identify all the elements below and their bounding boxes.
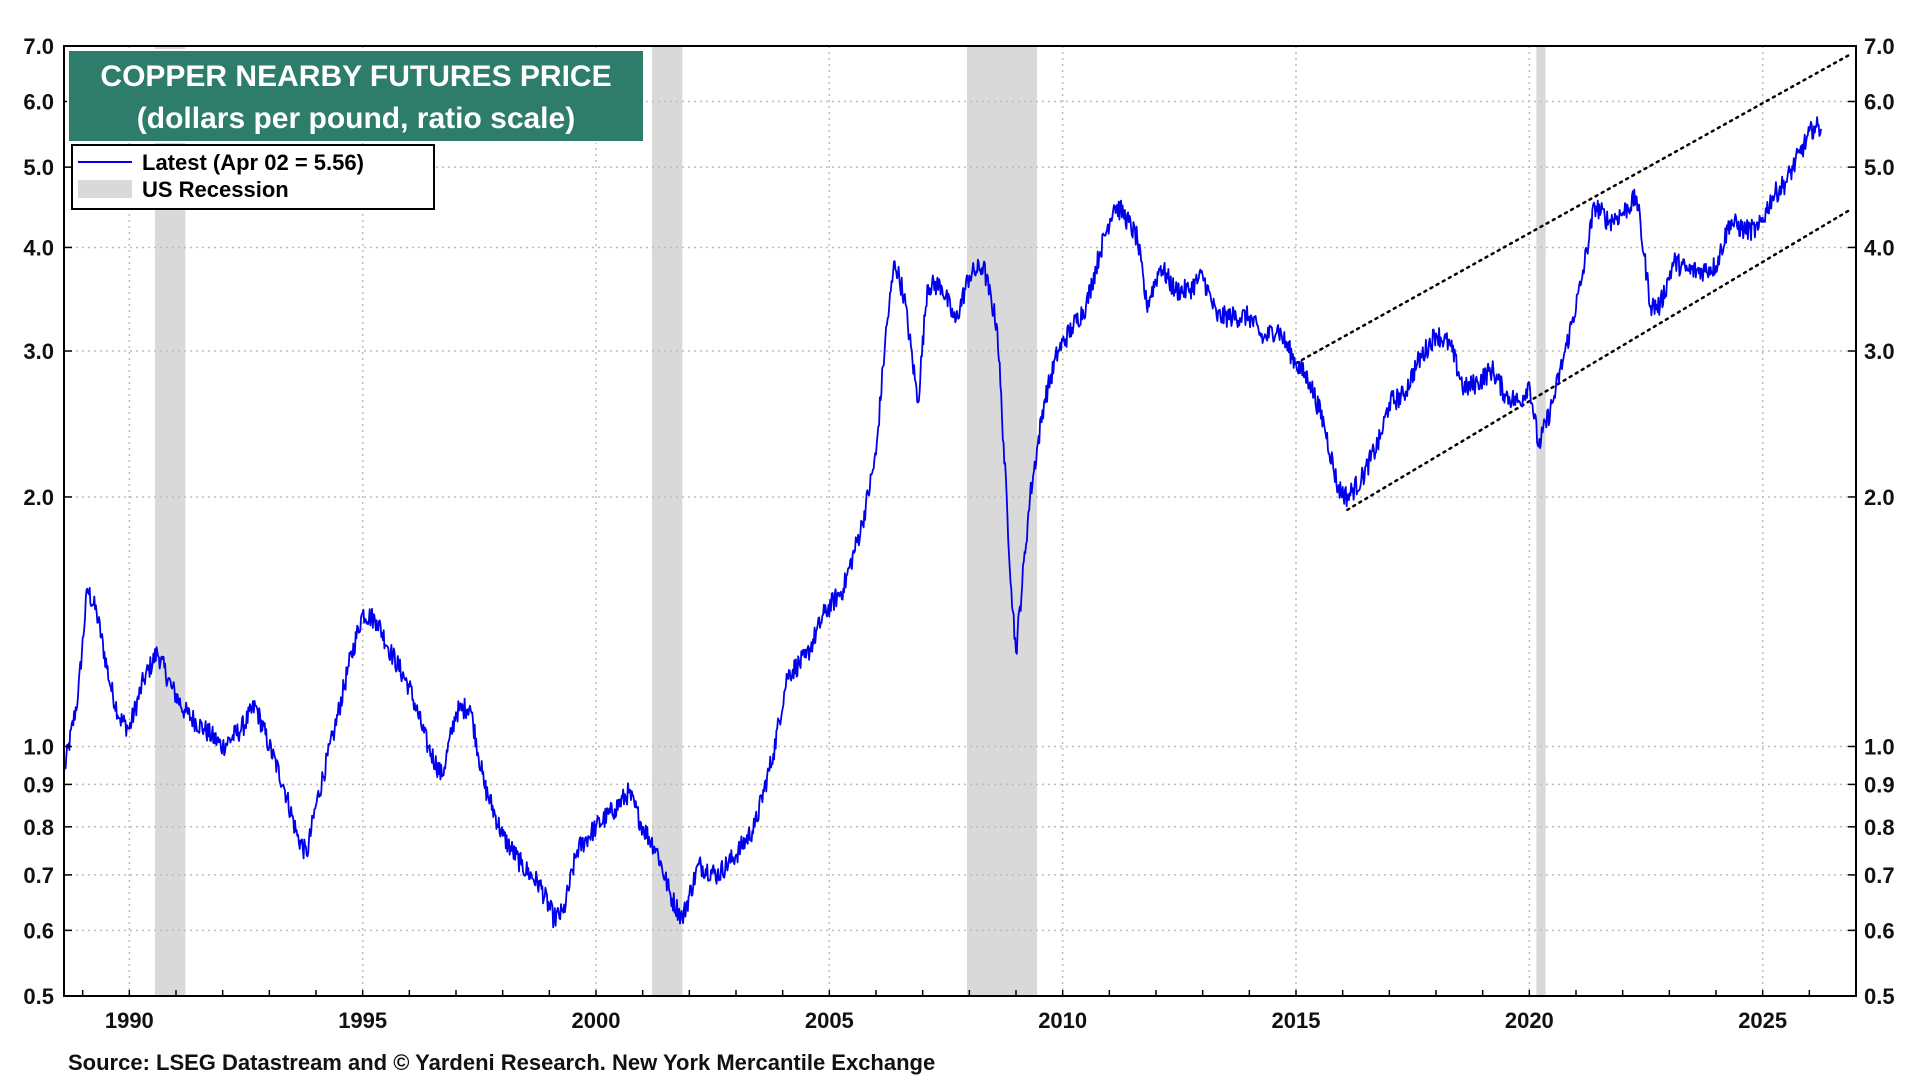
y-tick-label-right: 5.0 xyxy=(1864,155,1895,180)
y-axis-left: 0.5 0.6 0.7 0.8 0.9 1.0 2.0 3.0 4.0 5.0 6.0 7.0 xyxy=(23,34,72,1009)
x-tick-label: 2000 xyxy=(572,1008,621,1033)
x-tick-label: 2025 xyxy=(1738,1008,1787,1033)
legend-recession-label: US Recession xyxy=(142,177,289,202)
recession-band xyxy=(967,46,1037,996)
x-tick-label: 2010 xyxy=(1038,1008,1087,1033)
y-tick-label-left: 1.0 xyxy=(23,734,54,759)
chart-title: COPPER NEARBY FUTURES PRICE xyxy=(100,60,611,93)
recession-band xyxy=(1536,46,1546,996)
y-tick-label-left: 7.0 xyxy=(23,34,54,59)
x-tick-label: 1995 xyxy=(338,1008,387,1033)
y-tick-label-left: 0.5 xyxy=(23,984,54,1009)
x-axis: 1990 1995 2000 2005 2010 2015 2020 2025 xyxy=(81,990,1857,1033)
gridlines xyxy=(64,46,1856,996)
trend-line-upper xyxy=(1294,52,1853,365)
legend-recession-swatch xyxy=(78,180,132,198)
y-axis-right: 0.5 0.6 0.7 0.8 0.9 1.0 2.0 3.0 4.0 5.0 6.0 7.0 xyxy=(1848,34,1895,1009)
trend-channel xyxy=(1294,52,1853,512)
y-tick-label-left: 2.0 xyxy=(23,485,54,510)
y-tick-label-right: 2.0 xyxy=(1864,485,1895,510)
legend-latest-label: Latest (Apr 02 = 5.56) xyxy=(142,150,364,175)
y-tick-label-left: 0.9 xyxy=(23,772,54,797)
y-tick-label-right: 4.0 xyxy=(1864,235,1895,260)
title-box: COPPER NEARBY FUTURES PRICE (dollars per… xyxy=(67,49,645,143)
x-tick-label: 1990 xyxy=(105,1008,154,1033)
y-tick-label-right: 0.9 xyxy=(1864,772,1895,797)
price-line xyxy=(63,116,1822,929)
plot-frame xyxy=(63,45,1857,997)
y-tick-label-right: 0.8 xyxy=(1864,815,1895,840)
price-series xyxy=(63,116,1822,929)
y-tick-label-left: 5.0 xyxy=(23,155,54,180)
x-tick-label: 2015 xyxy=(1272,1008,1321,1033)
trend-line-lower xyxy=(1346,207,1853,512)
y-tick-label-left: 3.0 xyxy=(23,339,54,364)
y-tick-label-right: 1.0 xyxy=(1864,734,1895,759)
y-tick-label-left: 0.7 xyxy=(23,863,54,888)
legend: Latest (Apr 02 = 5.56) US Recession xyxy=(71,144,435,210)
y-tick-label-right: 0.5 xyxy=(1864,984,1895,1009)
y-tick-label-right: 7.0 xyxy=(1864,34,1895,59)
y-tick-label-right: 0.7 xyxy=(1864,863,1895,888)
y-tick-label-right: 3.0 xyxy=(1864,339,1895,364)
chart-subtitle: (dollars per pound, ratio scale) xyxy=(137,102,575,135)
y-tick-label-right: 6.0 xyxy=(1864,89,1895,114)
source-note: Source: LSEG Datastream and © Yardeni Re… xyxy=(68,1050,935,1075)
y-tick-label-left: 0.6 xyxy=(23,918,54,943)
x-tick-label: 2020 xyxy=(1505,1008,1554,1033)
recession-band xyxy=(652,46,683,996)
y-tick-label-left: 6.0 xyxy=(23,89,54,114)
y-tick-label-left: 0.8 xyxy=(23,815,54,840)
x-tick-label: 2005 xyxy=(805,1008,854,1033)
y-tick-label-left: 4.0 xyxy=(23,235,54,260)
y-tick-label-right: 0.6 xyxy=(1864,918,1895,943)
